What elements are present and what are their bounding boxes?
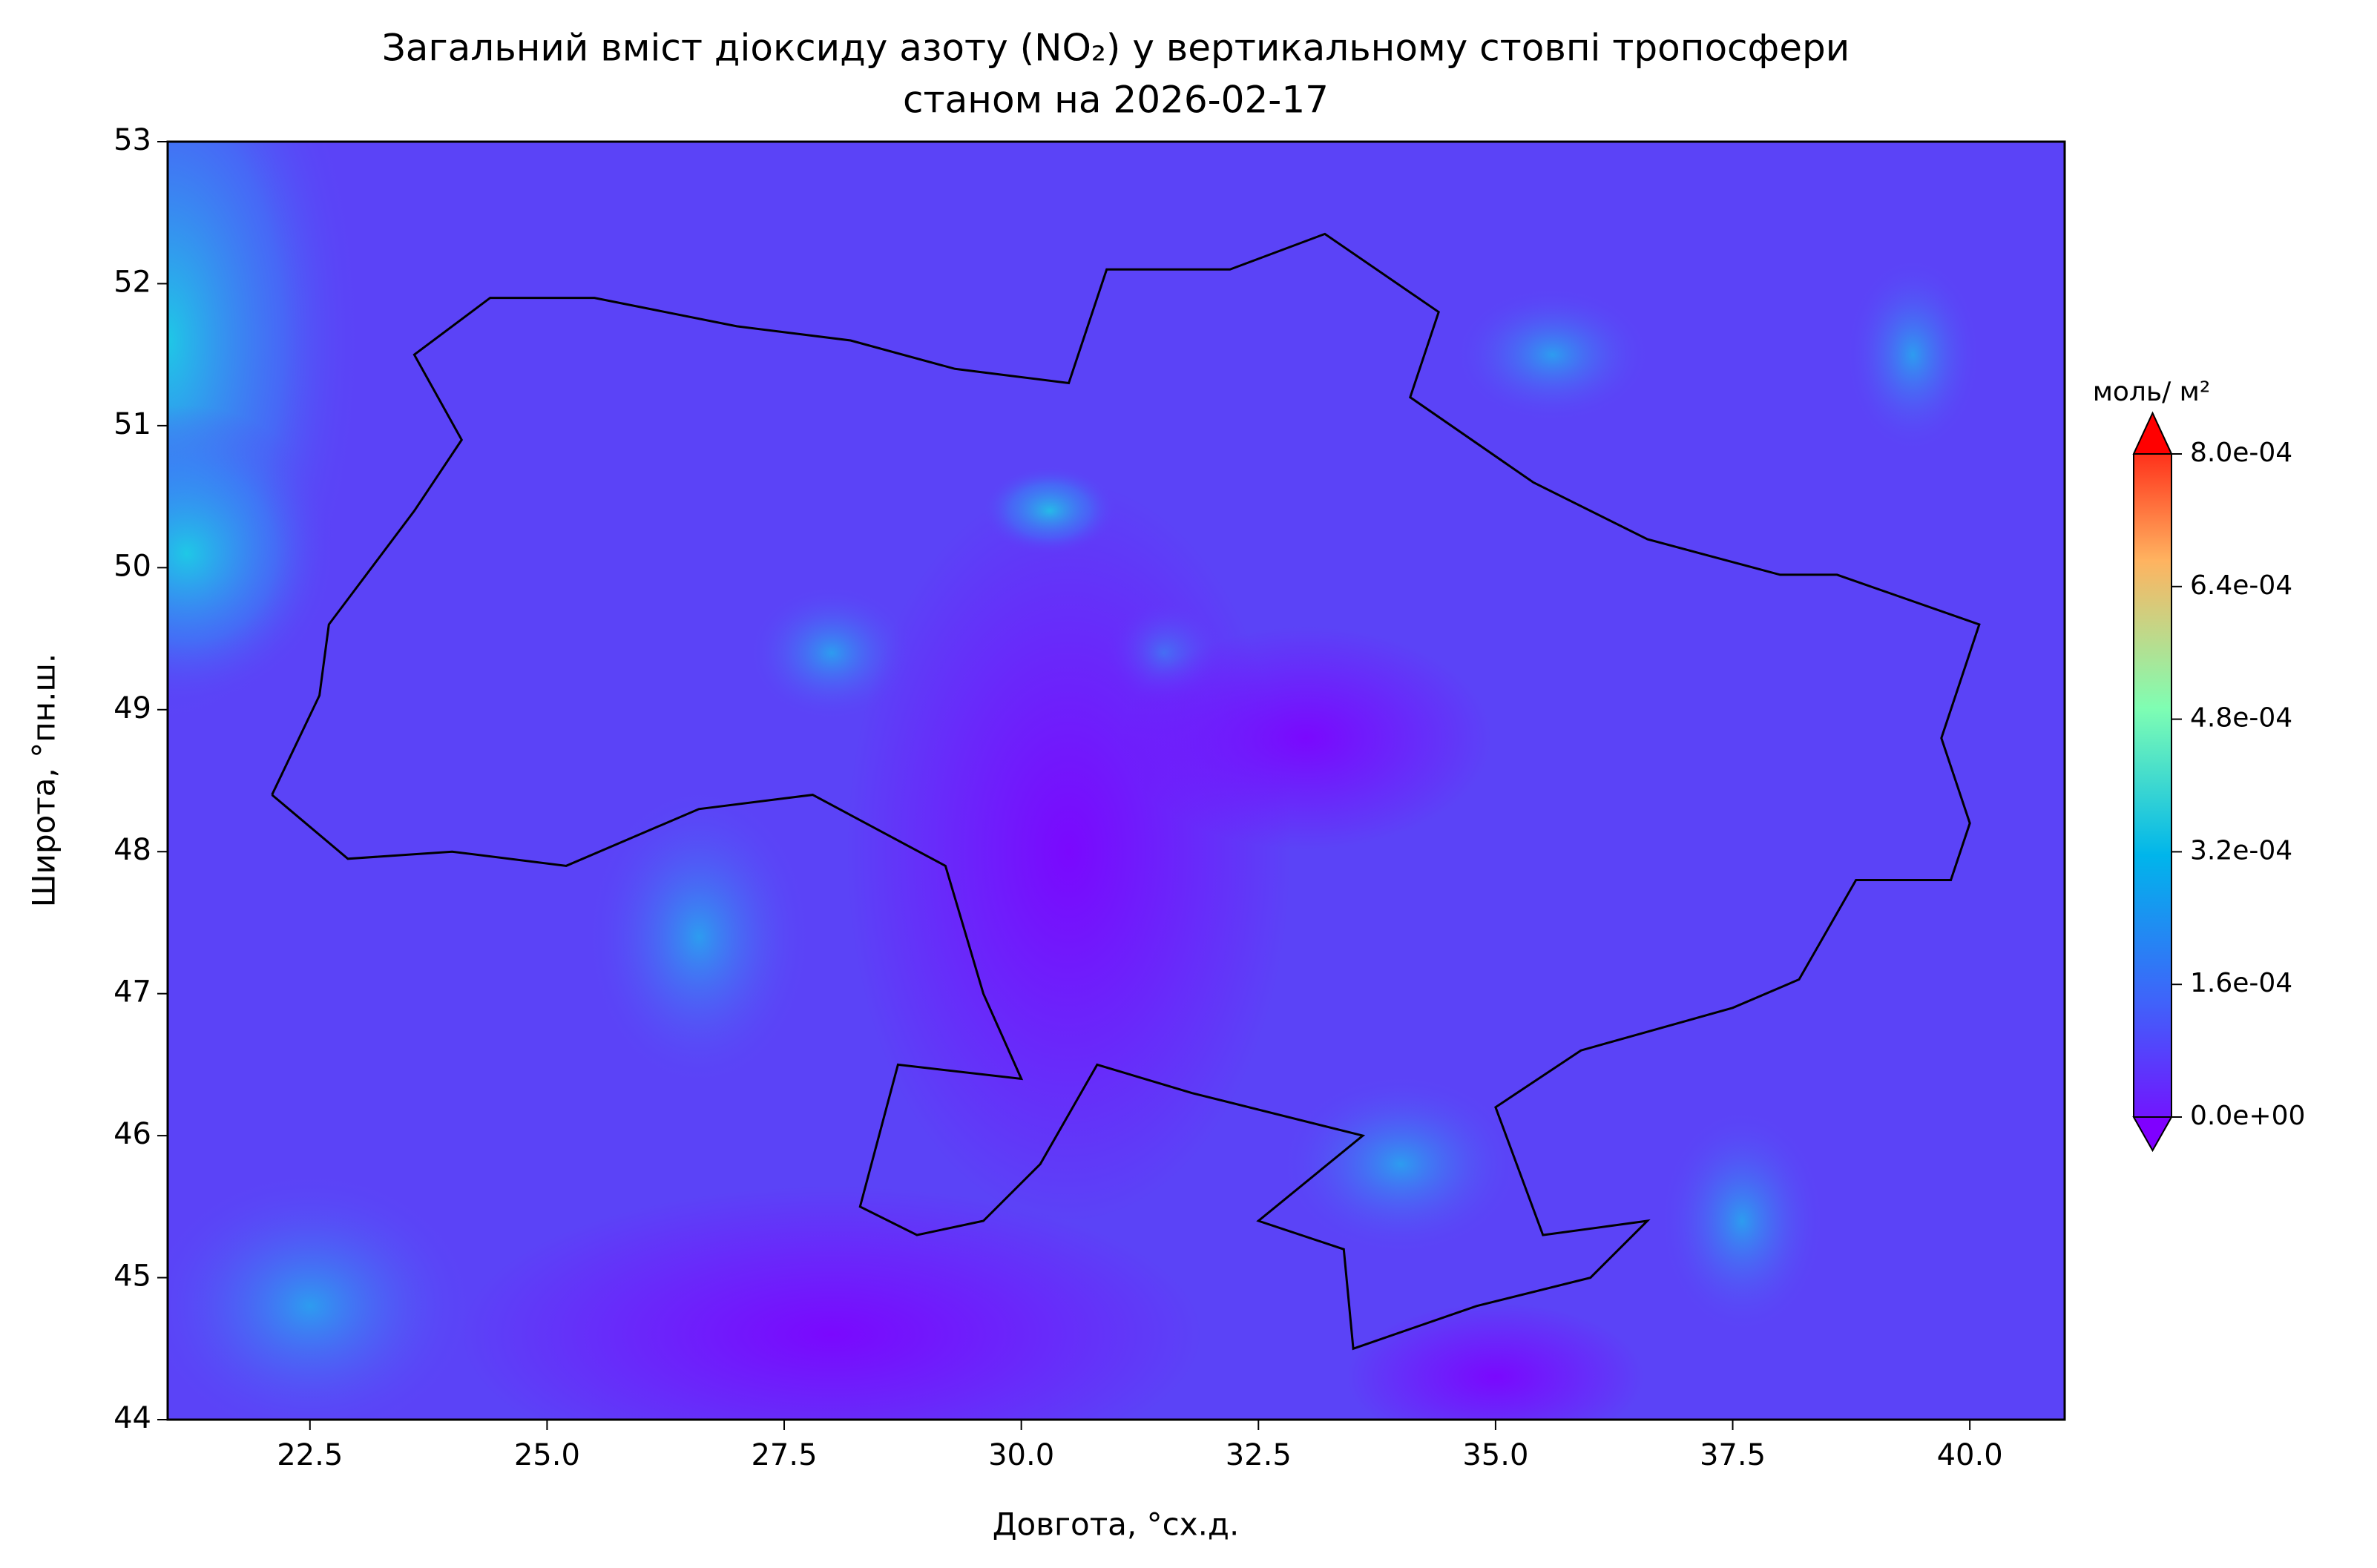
field-blob (168, 1172, 473, 1420)
chart-subtitle: станом на 2026-02-17 (903, 79, 1329, 122)
x-tick-label: 25.0 (514, 1438, 580, 1472)
field-blob (1660, 1109, 1824, 1332)
field-blob (587, 788, 810, 1086)
country-border (271, 232, 1981, 1351)
chart-title: Загальний вміст діоксиду азоту (NO₂) у в… (382, 27, 1850, 70)
x-tick-label: 27.5 (751, 1438, 817, 1472)
y-tick-label: 51 (114, 407, 151, 441)
x-tick-label: 37.5 (1700, 1438, 1766, 1472)
y-tick-label: 48 (114, 833, 151, 867)
colorbar (2134, 413, 2171, 1150)
colorbar-extend (2132, 411, 2173, 455)
field-blob (1282, 1075, 1520, 1254)
y-tick-label: 49 (114, 691, 151, 725)
y-tick-label: 47 (114, 975, 151, 1009)
x-tick-label: 22.5 (277, 1438, 343, 1472)
y-axis-label: Широта, °пн.ш. (26, 653, 62, 908)
colorbar-tick-label: 6.4e-04 (2190, 570, 2292, 601)
field-blob (1120, 627, 1492, 850)
colorbar-label: моль/ м² (2093, 377, 2211, 407)
x-tick-label: 35.0 (1462, 1438, 1528, 1472)
field-blob (168, 405, 335, 702)
colorbar-tick-label: 0.0e+00 (2190, 1101, 2305, 1131)
y-tick-label: 46 (114, 1117, 151, 1151)
y-tick-label: 50 (114, 549, 151, 583)
x-axis-label: Довгота, °сх.д. (993, 1506, 1240, 1543)
x-tick-label: 32.5 (1226, 1438, 1292, 1472)
field-blob (846, 481, 1292, 1223)
field-blob (1347, 1302, 1644, 1420)
colorbar-extend (2132, 1116, 2173, 1153)
y-tick-label: 44 (114, 1401, 151, 1435)
field-blob (1846, 258, 1980, 452)
plot-frame (166, 140, 2066, 1421)
y-tick-label: 53 (114, 123, 151, 157)
x-tick-label: 30.0 (988, 1438, 1054, 1472)
colorbar-tick-label: 1.6e-04 (2190, 968, 2292, 998)
concentration-field (168, 142, 2065, 1420)
y-tick-label: 52 (114, 265, 151, 299)
y-tick-label: 45 (114, 1259, 151, 1294)
colorbar-tick-label: 3.2e-04 (2190, 835, 2292, 866)
x-tick-label: 40.0 (1937, 1438, 2003, 1472)
colorbar-tick-label: 4.8e-04 (2190, 703, 2292, 734)
field-blob (1456, 288, 1649, 422)
colorbar-tick-label: 8.0e-04 (2190, 438, 2292, 468)
field-blob (461, 1186, 1203, 1420)
